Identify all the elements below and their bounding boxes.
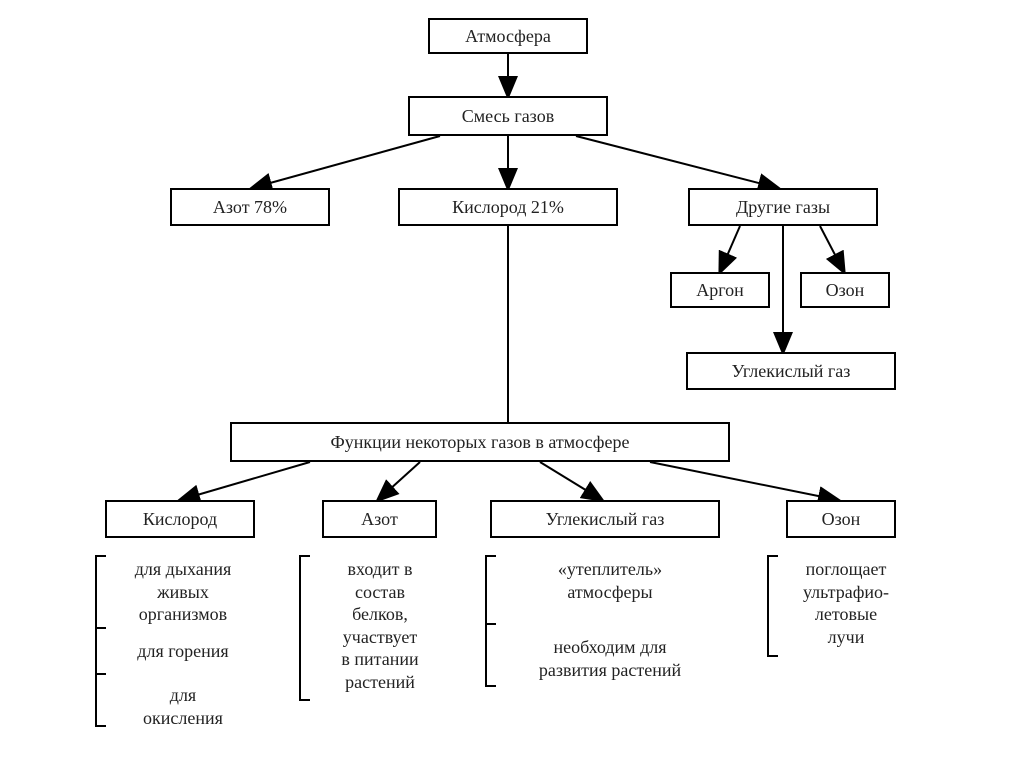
edge-3 [576, 136, 778, 188]
node-nitrogen78: Азот 78% [170, 188, 330, 226]
node-functions: Функции некоторых газов в атмосфере [230, 422, 730, 462]
node-mix: Смесь газов [408, 96, 608, 136]
edge-10 [540, 462, 602, 500]
node-atmosphere: Атмосфера [428, 18, 588, 54]
edge-1 [252, 136, 440, 188]
node-argon: Аргон [670, 272, 770, 308]
text-t_ox1: для дыханияживыхорганизмов [108, 558, 258, 626]
text-t_co2b: необходим дляразвития растений [495, 636, 725, 681]
edge-8 [180, 462, 310, 500]
text-t_n: входит всоставбелков,участвуетв питаниир… [310, 558, 450, 693]
text-t_co2a: «утеплитель»атмосферы [510, 558, 710, 603]
text-t_ox2: для горения [108, 640, 258, 663]
edge-4 [720, 226, 740, 272]
bracket-0 [96, 556, 106, 726]
node-ozone: Озон [786, 500, 896, 538]
edge-5 [820, 226, 844, 272]
node-nitrogen: Азот [322, 500, 437, 538]
node-othergases: Другие газы [688, 188, 878, 226]
node-co2_top: Углекислый газ [686, 352, 896, 390]
node-ozone_top: Озон [800, 272, 890, 308]
edge-11 [650, 462, 838, 500]
edge-9 [378, 462, 420, 500]
text-t_ox3: дляокисления [108, 684, 258, 729]
text-t_oz: поглощаетультрафио-летовыелучи [776, 558, 916, 648]
node-co2: Углекислый газ [490, 500, 720, 538]
bracket-1 [300, 556, 310, 700]
node-oxygen: Кислород [105, 500, 255, 538]
node-oxygen21: Кислород 21% [398, 188, 618, 226]
